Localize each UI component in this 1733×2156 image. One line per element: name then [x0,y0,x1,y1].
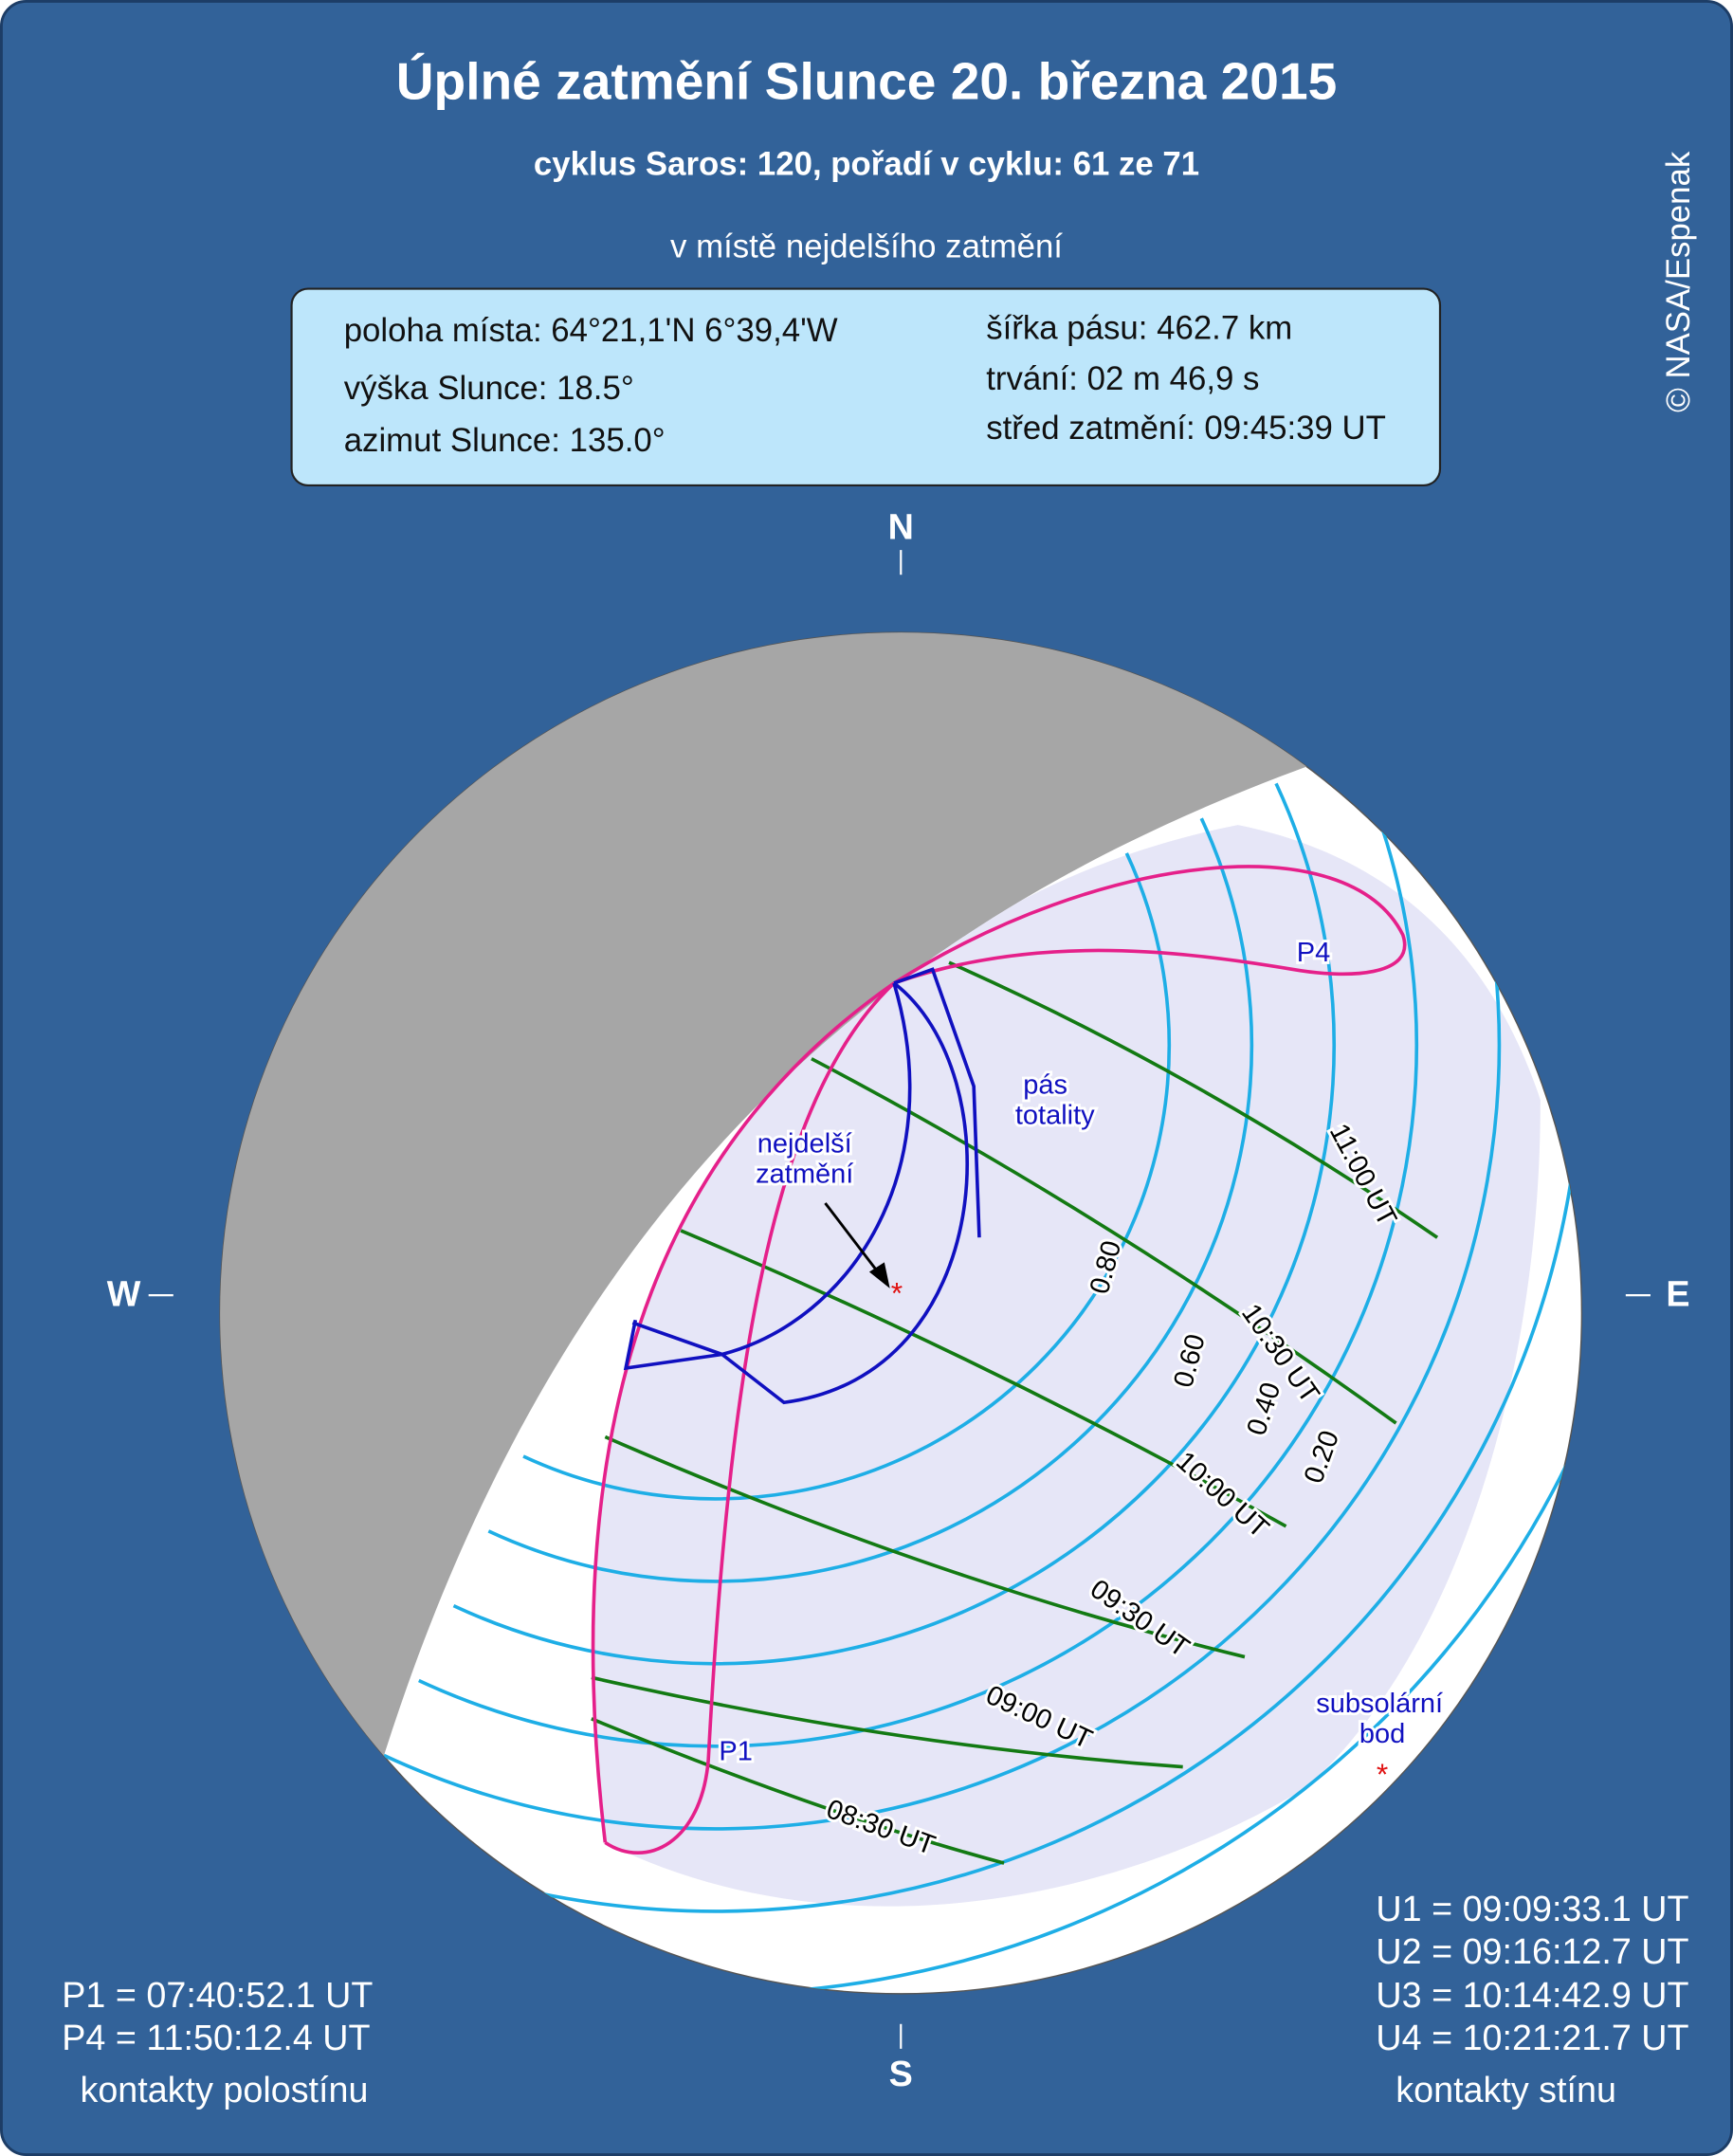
max-eclipse-star: * [891,1276,903,1310]
info-line: trvání: 02 m 46,9 s [986,360,1259,397]
time-line [680,1229,1287,1528]
compass-label: E [1666,1274,1689,1314]
time-line [591,1717,1005,1865]
map-label: zatmění [756,1160,853,1190]
contact-line: P4 = 11:50:12.4 UT [62,2018,370,2057]
map-label: totality [1015,1100,1095,1130]
subsolar-star: * [1377,1757,1388,1791]
map-label: bod [1359,1719,1405,1749]
info-line: výška Slunce: 18.5° [344,370,634,407]
info-line: střed zatmění: 09:45:39 UT [986,410,1386,447]
magnitude-line [383,742,1502,1831]
compass-label: S [889,2054,913,2093]
contact-line: U4 = 10:21:21.7 UT [1376,2018,1688,2057]
totality-limit [721,981,970,1405]
note: v místě nejdelšího zatmění [670,228,1063,265]
totality-limit [623,982,912,1371]
contact-caption: kontakty stínu [1396,2070,1616,2110]
info-box [290,287,1442,487]
contact-line: P1 = 07:40:52.1 UT [62,1975,373,2015]
magnitude-line [418,747,1419,1748]
map-label: pás [1023,1069,1067,1100]
time-line [604,1434,1246,1659]
map-label: subsolární [1316,1689,1443,1719]
contact-line: U1 = 09:09:33.1 UT [1376,1889,1688,1928]
arrow-head [868,1262,890,1288]
contact-line: U2 = 09:16:12.7 UT [1376,1931,1688,1971]
contact-line: U3 = 10:14:42.9 UT [1376,1975,1688,2015]
magnitude-line [522,852,1172,1501]
subtitle: cyklus Saros: 120, pořadí v cyklu: 61 ze… [534,146,1199,183]
contact-caption: kontakty polostínu [80,2070,368,2110]
compass-label: N [888,506,914,546]
map-label: P4 [1297,938,1330,968]
map-label: nejdelší [757,1129,852,1160]
compass-label: W [107,1274,141,1314]
copyright: © NASA/Espenak [1660,151,1697,412]
penumbra-region [593,825,1541,1907]
penumbra-limit [893,865,1407,985]
info-line: poloha místa: 64°21,1'N 6°39,4'W [344,312,838,349]
time-line [811,1057,1397,1425]
title: Úplné zatmění Slunce 20. března 2015 [396,51,1338,110]
info-line: šířka pásu: 462.7 km [986,309,1292,346]
penumbra-limit [591,981,896,1843]
time-line [591,1675,1183,1769]
arrow [824,1202,885,1280]
penumbra-limit [604,981,896,1855]
totality-limit [893,967,981,1238]
map-label: P1 [719,1737,752,1767]
magnitude-line [452,782,1336,1666]
info-line: azimut Slunce: 135.0° [344,422,666,459]
totality-limit [631,1321,723,1357]
time-line [948,960,1439,1239]
